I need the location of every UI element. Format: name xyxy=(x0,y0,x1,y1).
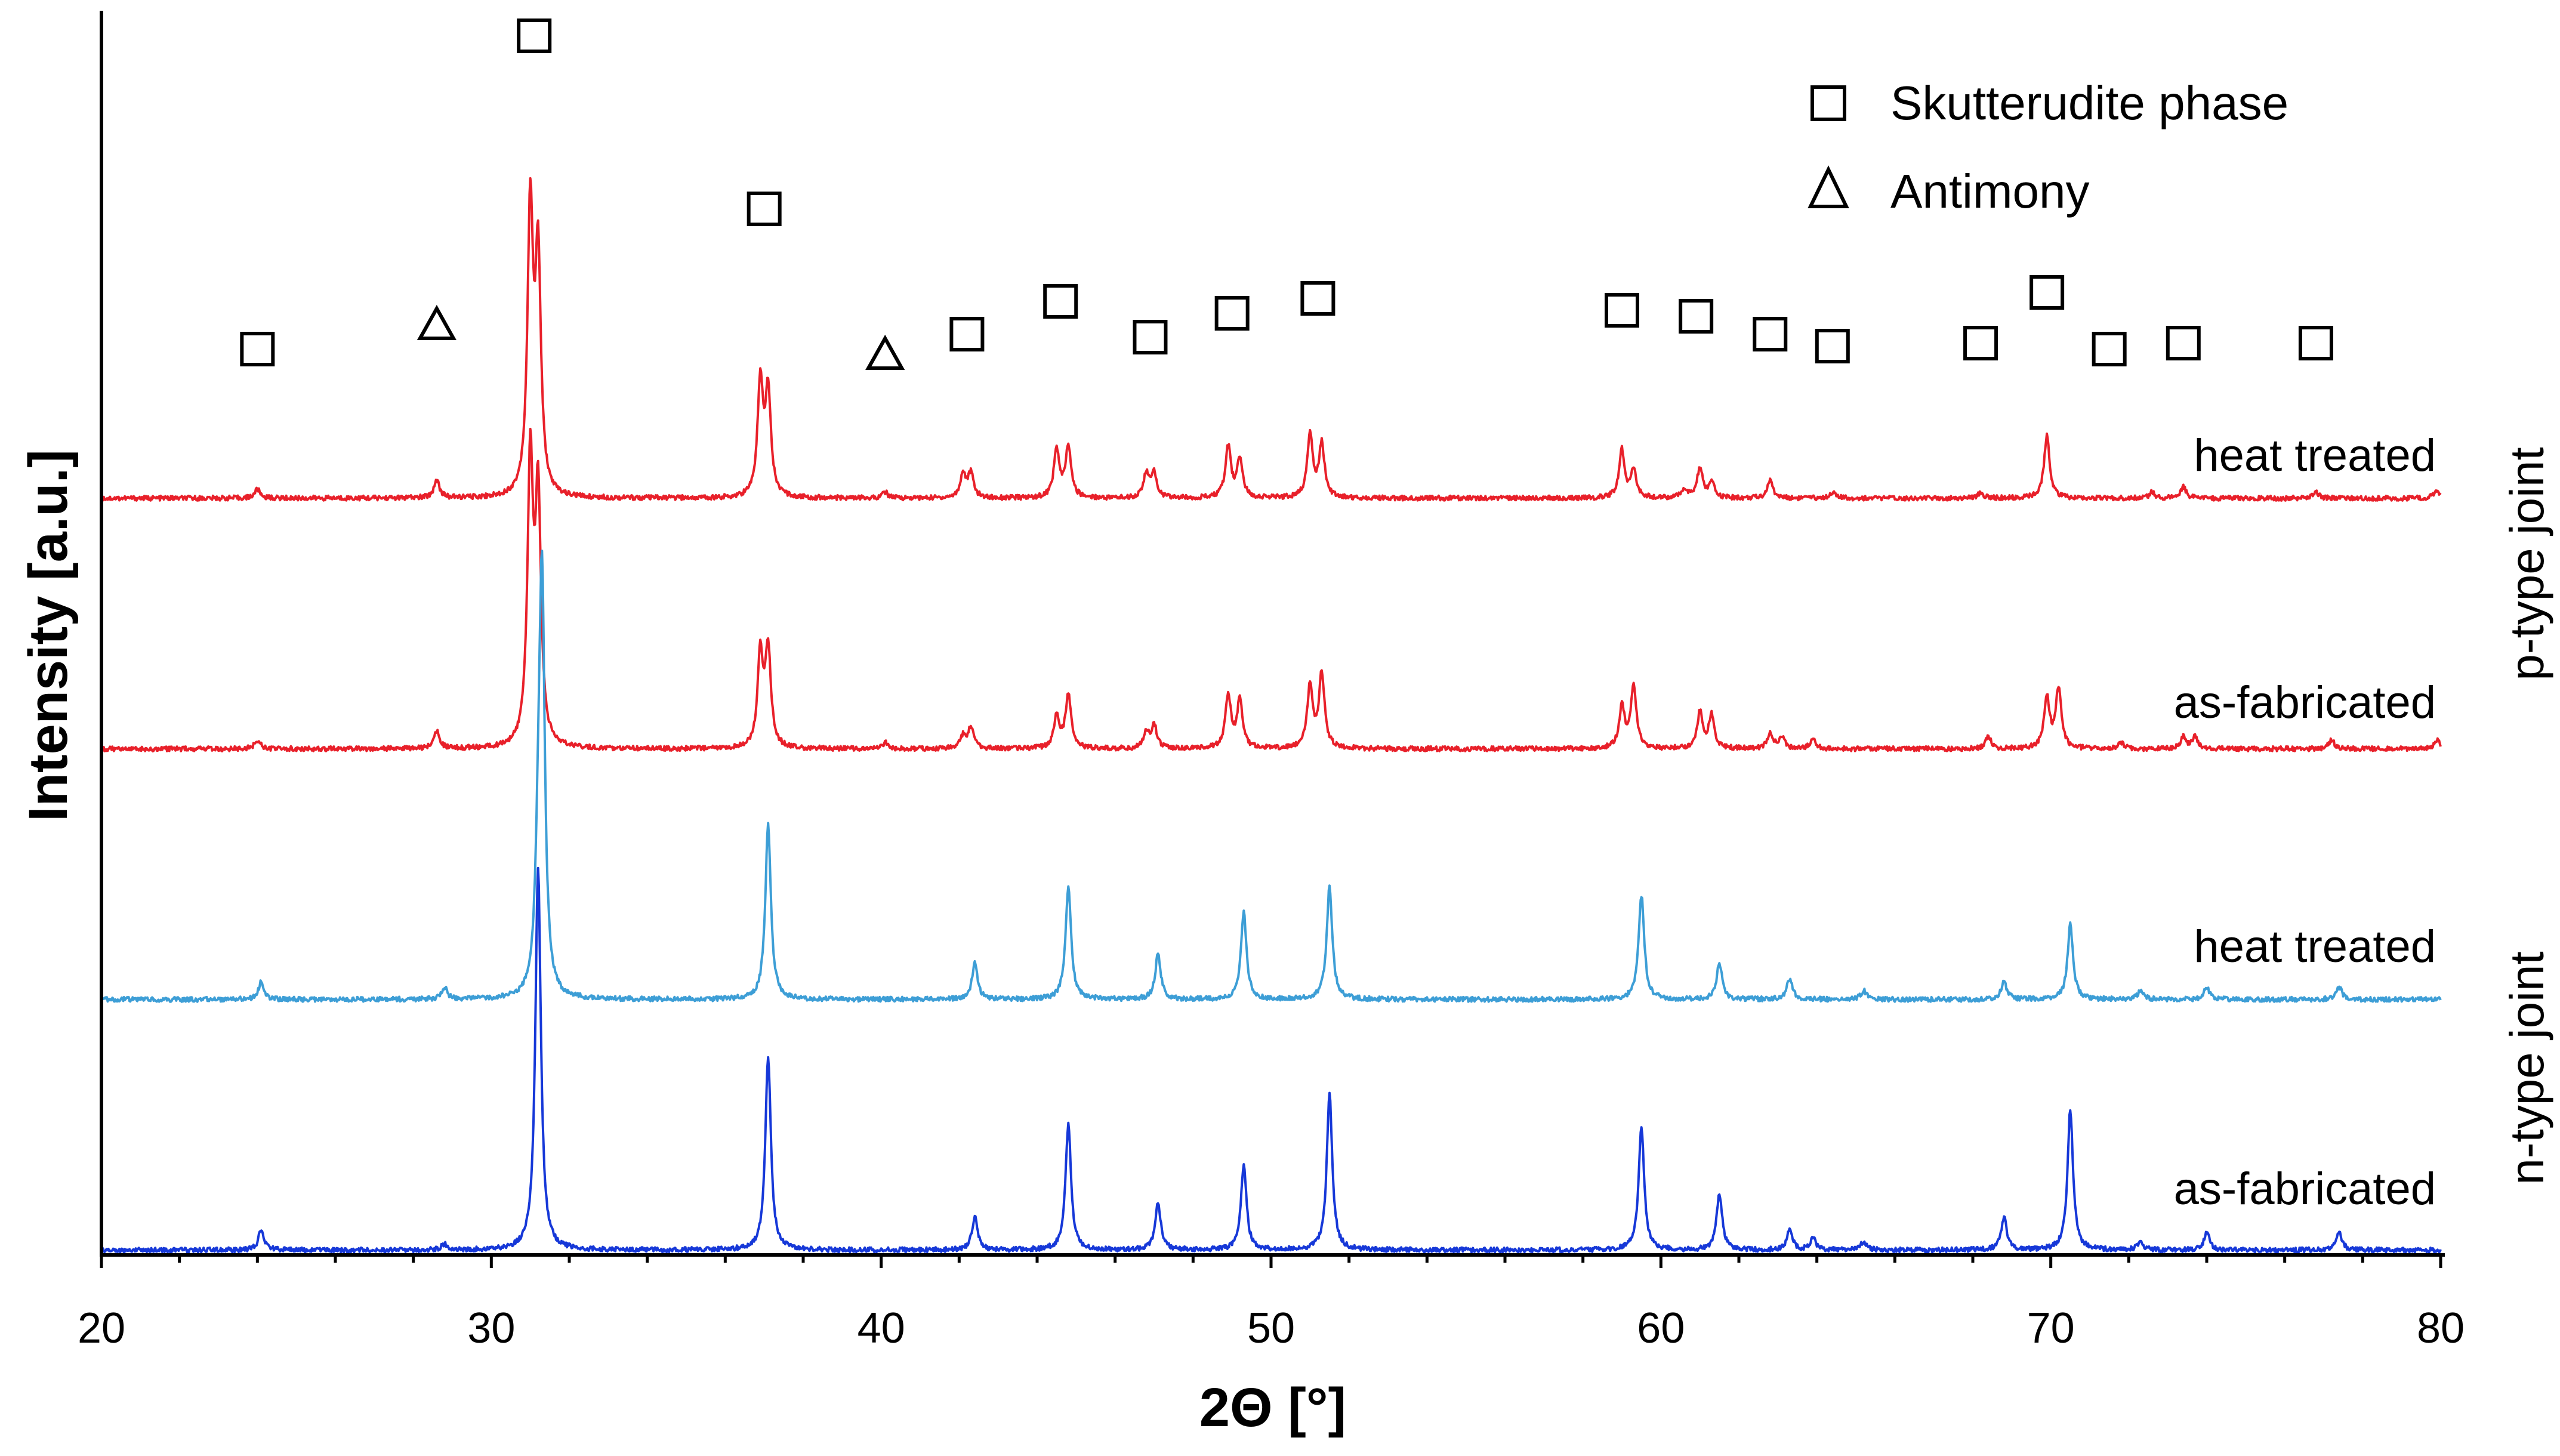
antimony-marker xyxy=(417,304,457,340)
skutterudite-marker xyxy=(949,317,985,351)
skutterudite-marker xyxy=(1753,317,1788,351)
y-axis-title: Intensity [a.u.] xyxy=(18,449,79,822)
skutterudite-marker xyxy=(1043,284,1078,319)
legend-square-icon xyxy=(1810,85,1846,121)
legend-triangle-icon xyxy=(1808,165,1849,208)
skutterudite-marker xyxy=(517,18,552,53)
legend-label-antimony: Antimony xyxy=(1890,165,2089,218)
series-labels: heat treated as-fabricated heat treated as-… xyxy=(2174,430,2436,1214)
x-tick-label: 30 xyxy=(467,1304,515,1352)
x-tick-label: 40 xyxy=(858,1304,905,1352)
series-label-n_heat: heat treated xyxy=(2194,921,2436,972)
x-tick-label: 60 xyxy=(1637,1304,1685,1352)
skutterudite-marker xyxy=(2030,275,2065,310)
x-axis-title: 2Θ [°] xyxy=(1199,1377,1346,1438)
group-label-n-type: n-type joint xyxy=(2500,951,2553,1184)
skutterudite-marker xyxy=(1679,299,1714,334)
plot-area: heat treated as-fabricated heat treated as-… xyxy=(100,18,2442,1254)
skutterudite-marker xyxy=(747,192,782,226)
series-line-p_asfab xyxy=(100,427,2442,752)
x-tick-label: 50 xyxy=(1247,1304,1295,1352)
series-line-p_heat xyxy=(100,177,2442,502)
group-label-p-type: p-type joint xyxy=(2500,447,2553,680)
skutterudite-marker xyxy=(1214,296,1250,331)
skutterudite-marker xyxy=(1300,281,1335,316)
skutterudite-marker xyxy=(2298,326,2333,360)
series-label-p_asfab: as-fabricated xyxy=(2174,677,2436,728)
skutterudite-marker xyxy=(1963,326,1998,360)
skutterudite-marker xyxy=(1133,320,1168,354)
reflection-markers xyxy=(240,18,2333,370)
x-tick-label: 80 xyxy=(2417,1304,2465,1352)
x-tick-label: 20 xyxy=(78,1304,125,1352)
series-line-n_heat xyxy=(101,550,2442,1003)
skutterudite-marker xyxy=(240,332,275,366)
x-tick-label: 70 xyxy=(2027,1304,2075,1352)
antimony-marker xyxy=(865,334,905,370)
skutterudite-marker xyxy=(1605,293,1639,328)
legend: Skutterudite phase Antimony xyxy=(1808,76,2288,218)
skutterudite-marker xyxy=(2092,332,2127,366)
legend-label-skutterudite: Skutterudite phase xyxy=(1890,76,2288,129)
skutterudite-marker xyxy=(2166,326,2201,360)
series-line-n_asfab xyxy=(100,866,2442,1254)
skutterudite-marker xyxy=(1815,329,1850,363)
x-ticks: 20 30 40 50 60 70 80 xyxy=(78,1255,2465,1352)
series-layer xyxy=(100,177,2442,1254)
axes: 20 30 40 50 60 70 80 xyxy=(78,11,2465,1352)
series-label-p_heat: heat treated xyxy=(2194,430,2436,481)
series-label-n_asfab: as-fabricated xyxy=(2174,1164,2436,1214)
